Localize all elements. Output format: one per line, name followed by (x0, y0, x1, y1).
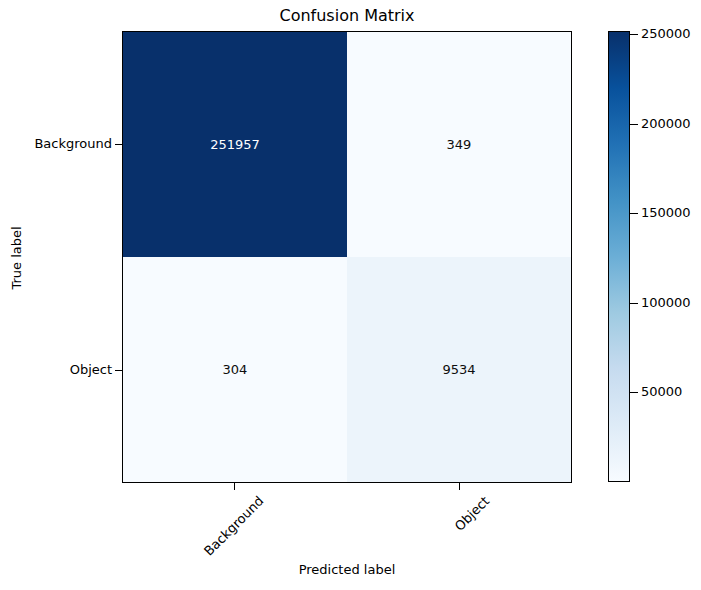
colorbar-tick-label: 200000 (641, 117, 691, 131)
cell-true-object-pred-object: 9534 (347, 257, 571, 482)
x-tick-mark (459, 483, 460, 490)
y-tick-label-background: Background (0, 137, 112, 151)
y-tick-mark (115, 370, 122, 371)
cell-true-object-pred-background: 304 (123, 257, 347, 482)
x-tick-label-background: Background (202, 494, 267, 559)
colorbar-tick-mark (630, 392, 638, 393)
cell-true-background-pred-background: 251957 (123, 32, 347, 257)
heatmap-grid: 251957 349 304 9534 (122, 31, 572, 483)
y-tick-label-object: Object (0, 363, 112, 377)
x-tick-mark (234, 483, 235, 490)
colorbar-tick-label: 50000 (641, 385, 682, 399)
chart-title: Confusion Matrix (122, 6, 572, 26)
confusion-matrix-figure: Confusion Matrix 251957 349 304 9534 Bac… (0, 0, 701, 590)
colorbar-tick-mark (630, 213, 638, 214)
colorbar-tick-label: 100000 (641, 296, 691, 310)
colorbar-gradient (608, 31, 630, 482)
colorbar-tick-mark (630, 34, 638, 35)
colorbar-tick-mark (630, 303, 638, 304)
colorbar-tick-label: 250000 (641, 27, 691, 41)
cell-value: 304 (223, 362, 248, 377)
cell-value: 251957 (210, 137, 260, 152)
colorbar-tick-label: 150000 (641, 206, 691, 220)
x-tick-label-object: Object (452, 494, 492, 534)
y-tick-mark (115, 144, 122, 145)
cell-value: 9534 (442, 362, 475, 377)
cell-true-background-pred-object: 349 (347, 32, 571, 257)
x-axis-label: Predicted label (122, 562, 572, 577)
y-axis-label: True label (9, 226, 24, 289)
cell-value: 349 (447, 137, 472, 152)
colorbar-tick-mark (630, 124, 638, 125)
